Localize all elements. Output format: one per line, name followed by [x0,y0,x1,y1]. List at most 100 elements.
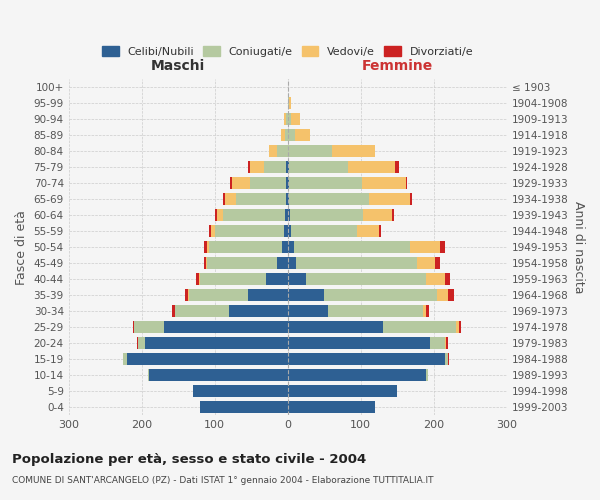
Bar [230,178,232,190]
Bar [175,306,229,317]
Bar [287,194,289,205]
Bar [236,194,286,205]
Bar [206,258,208,270]
Bar [324,290,437,302]
Bar [248,162,250,173]
Bar [306,274,427,285]
Bar [287,162,289,173]
Bar [295,130,310,141]
Bar [406,178,407,190]
Bar [204,258,206,270]
Bar [286,114,287,126]
Text: Maschi: Maschi [151,59,205,73]
Bar [287,146,331,158]
Bar [148,369,149,381]
Bar [445,274,450,285]
Bar [122,353,124,365]
Bar [189,290,248,302]
Bar [293,242,410,254]
Bar [362,178,406,190]
Bar [446,337,448,349]
Bar [287,321,383,333]
Bar [215,210,217,222]
Bar [138,337,145,349]
Bar [269,146,277,158]
Bar [455,321,459,333]
Bar [289,178,362,190]
Bar [185,290,188,302]
Bar [200,401,287,413]
Text: COMUNE DI SANT'ARCANGELO (PZ) - Dati ISTAT 1° gennaio 2004 - Elaborazione TUTTIT: COMUNE DI SANT'ARCANGELO (PZ) - Dati IST… [12,476,433,485]
Bar [286,162,287,173]
Bar [287,337,430,349]
Bar [205,242,206,254]
Bar [188,290,189,302]
Bar [215,226,284,237]
Bar [286,178,287,190]
Bar [133,321,134,333]
Bar [437,290,448,302]
Bar [379,226,381,237]
Bar [217,210,223,222]
Bar [287,290,324,302]
Bar [287,274,306,285]
Bar [347,162,395,173]
Bar [277,258,287,270]
Bar [223,210,285,222]
Bar [287,353,445,365]
Bar [127,353,287,365]
Legend: Celibi/Nubili, Coniugati/e, Vedovi/e, Divorziati/e: Celibi/Nubili, Coniugati/e, Vedovi/e, Di… [98,42,478,61]
Bar [209,242,282,254]
Bar [248,290,287,302]
Bar [124,353,127,365]
Bar [290,210,363,222]
Bar [193,385,287,397]
Bar [206,242,209,254]
Bar [448,353,449,365]
Bar [287,210,290,222]
Bar [383,321,455,333]
Bar [287,114,292,126]
Bar [287,258,296,270]
Bar [287,130,295,141]
Bar [427,369,428,381]
Bar [266,274,287,285]
Bar [232,178,250,190]
Bar [292,114,300,126]
Bar [284,114,286,126]
Bar [211,226,215,237]
Bar [225,194,236,205]
Bar [250,162,265,173]
Bar [357,226,379,237]
Bar [430,337,445,349]
Bar [392,210,394,222]
Bar [287,401,376,413]
Bar [137,337,138,349]
Bar [229,306,287,317]
Bar [445,337,446,349]
Bar [427,274,445,285]
Bar [370,194,410,205]
Bar [435,258,440,270]
Bar [363,210,392,222]
Y-axis label: Anni di nascita: Anni di nascita [572,201,585,294]
Bar [284,226,287,237]
Bar [448,290,454,302]
Bar [282,242,287,254]
Bar [395,162,398,173]
Bar [417,258,435,270]
Bar [164,321,287,333]
Text: Popolazione per età, sesso e stato civile - 2004: Popolazione per età, sesso e stato civil… [12,452,366,466]
Bar [328,306,423,317]
Bar [289,98,290,110]
Bar [410,242,440,254]
Bar [289,194,370,205]
Bar [145,337,287,349]
Bar [427,306,428,317]
Bar [287,242,293,254]
Bar [423,306,427,317]
Bar [287,178,289,190]
Bar [459,321,461,333]
Bar [134,321,164,333]
Bar [196,274,199,285]
